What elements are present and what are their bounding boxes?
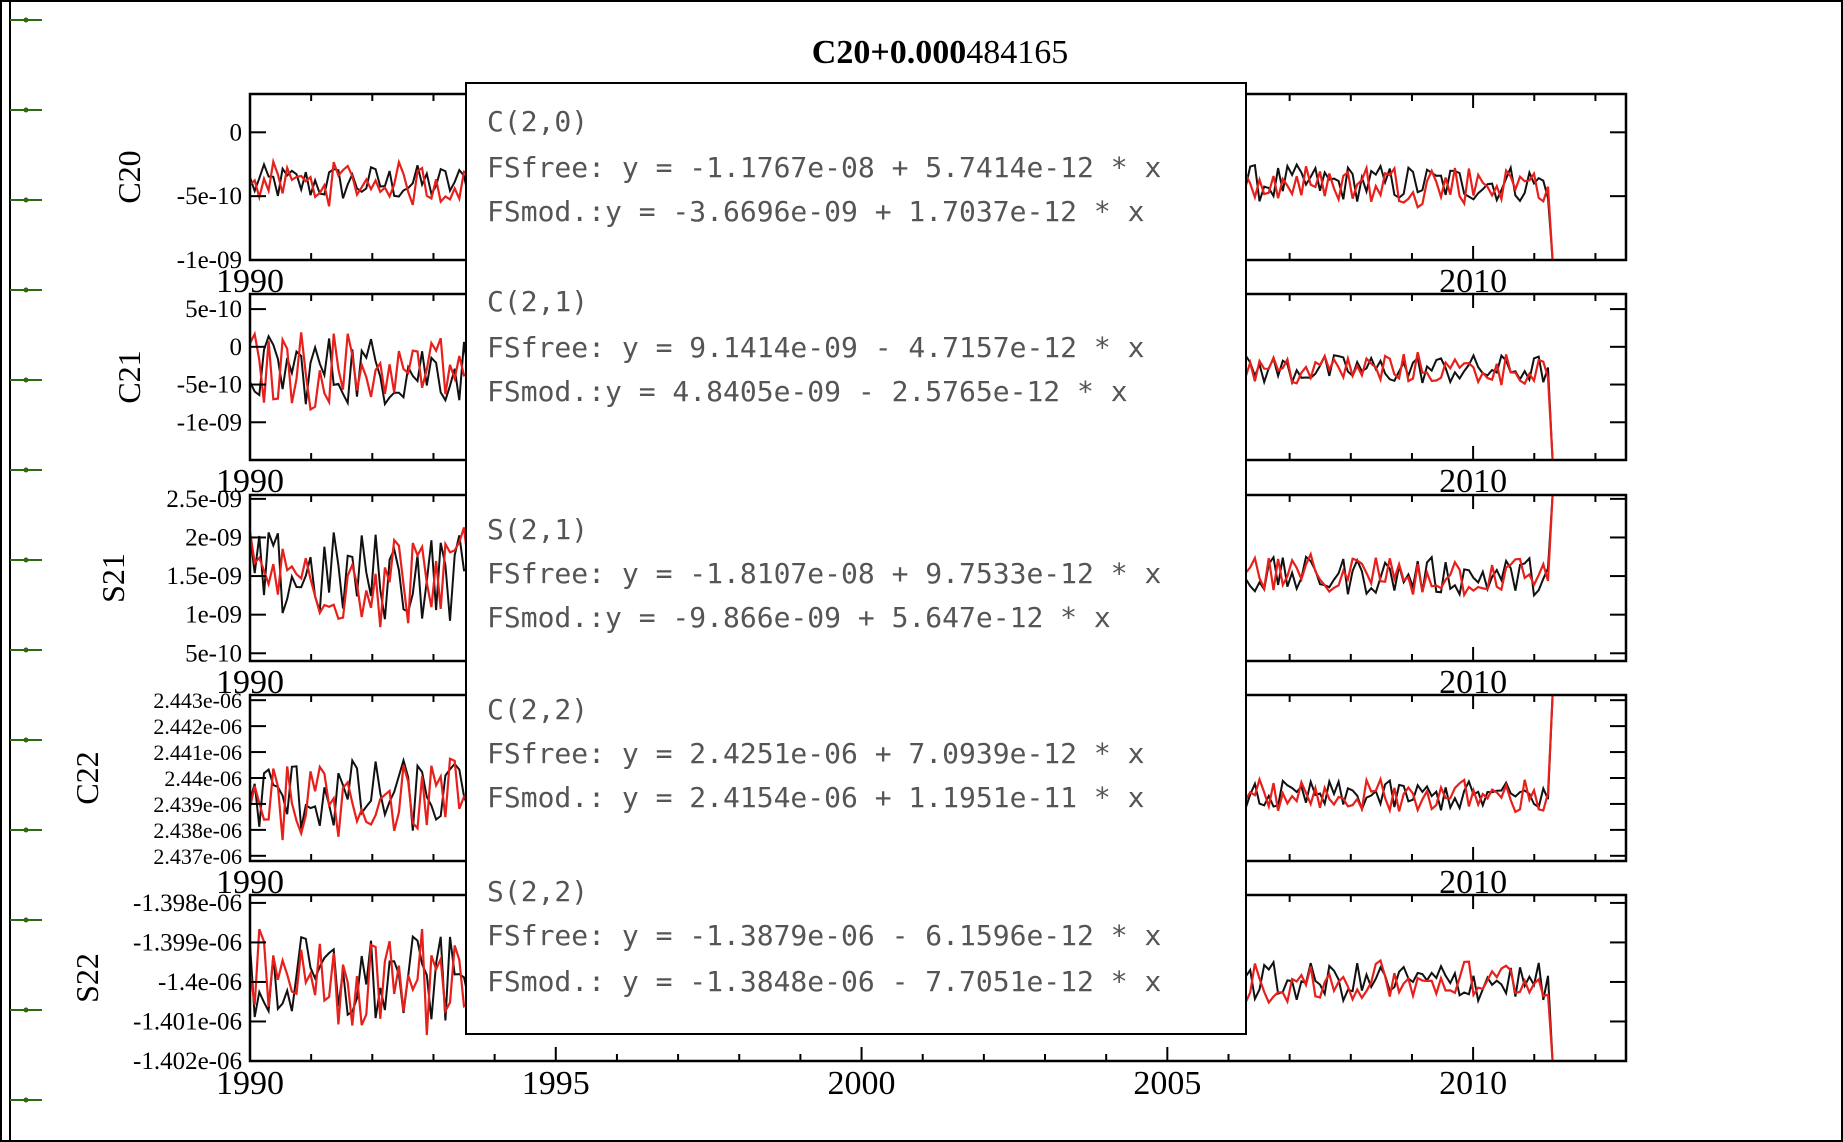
x-tick-label: 1995 (522, 1065, 590, 1102)
y-tick-label: 0 (230, 334, 243, 361)
y-tick-label: 1.5e-09 (166, 563, 242, 590)
y-tick-label: -1e-09 (177, 247, 242, 274)
legend-entry-c21-fsmod: FSmod.:y = 4.8405e-09 - 2.5765e-12 * x (487, 375, 1128, 408)
y-tick-label: -1.399e-06 (133, 929, 242, 956)
legend-entry-c21-name: C(2,1) (487, 285, 589, 318)
left-edge-tick-dot (23, 377, 29, 383)
x-tick-label: 2005 (1133, 1065, 1201, 1102)
left-edge-tick-dot (23, 827, 29, 833)
legend-entry-c22-fsfree: FSfree: y = 2.4251e-06 + 7.0939e-12 * x (487, 737, 1145, 770)
legend-entry-s22-fsfree: FSfree: y = -1.3879e-06 - 6.1596e-12 * x (487, 919, 1162, 952)
y-tick-label: 0 (230, 119, 243, 146)
y-tick-label: -1.402e-06 (133, 1048, 242, 1075)
x-tick-label: 2000 (828, 1065, 896, 1102)
legend-entry-c20-fsfree: FSfree: y = -1.1767e-08 + 5.7414e-12 * x (487, 151, 1162, 184)
left-edge-tick-dot (23, 557, 29, 563)
y-tick-label: -1.4e-06 (158, 969, 242, 996)
x-tick-label: 2010 (1439, 1065, 1507, 1102)
y-tick-label: 2.442e-06 (153, 714, 242, 739)
left-edge-ticks (10, 17, 42, 1103)
left-edge-tick-dot (23, 287, 29, 293)
y-tick-label: 2.443e-06 (153, 688, 242, 713)
legend-entry-c22-fsmod: FSmod.: y = 2.4154e-06 + 1.1951e-11 * x (487, 781, 1145, 814)
y-tick-label: 2.439e-06 (153, 792, 242, 817)
y-tick-label: -1.398e-06 (133, 890, 242, 917)
y-tick-label: -1.401e-06 (133, 1008, 242, 1035)
y-tick-label: 5e-10 (185, 640, 242, 667)
legend-entry-c22-name: C(2,2) (487, 693, 589, 726)
chart-title: C20+0.000484165 (812, 34, 1068, 71)
y-tick-label: -5e-10 (177, 183, 242, 210)
legend-entry-s21-fsmod: FSmod.:y = -9.866e-09 + 5.647e-12 * x (487, 601, 1111, 634)
y-tick-label: 2.441e-06 (153, 740, 242, 765)
legend-entry-s22-fsmod: FSmod.: y = -1.3848e-06 - 7.7051e-12 * x (487, 965, 1162, 998)
y-axis-label: C22 (69, 751, 105, 804)
y-tick-label: 1e-09 (185, 602, 242, 629)
legend-entry-s21-name: S(2,1) (487, 513, 589, 546)
legend-entry-c20-name: C(2,0) (487, 105, 589, 138)
left-edge-tick-dot (23, 647, 29, 653)
legend-entry-c21-fsfree: FSfree: y = 9.1414e-09 - 4.7157e-12 * x (487, 331, 1145, 364)
y-tick-label: 2.44e-06 (164, 766, 242, 791)
left-edge-tick-dot (23, 17, 29, 23)
legend-entry-c20-fsmod: FSmod.:y = -3.6696e-09 + 1.7037e-12 * x (487, 195, 1145, 228)
y-axis-label: C20 (111, 150, 147, 203)
y-tick-label: 2e-09 (185, 524, 242, 551)
left-edge-tick-dot (23, 1007, 29, 1013)
panel-s22: -1.398e-06 -1.399e-06 -1.4e-06 -1.401e-06 -1… (69, 890, 1628, 1102)
y-tick-label: 5e-10 (185, 296, 242, 323)
left-edge-tick-dot (23, 737, 29, 743)
y-axis-label: C21 (111, 350, 147, 403)
y-tick-label: 2.5e-09 (166, 486, 242, 513)
y-axis-label: S21 (95, 553, 131, 603)
left-edge-tick-dot (23, 467, 29, 473)
left-edge-tick-dot (23, 107, 29, 113)
left-edge-tick-dot (23, 917, 29, 923)
legend-entry-s22-name: S(2,2) (487, 875, 589, 908)
legend-entry-s21-fsfree: FSfree: y = -1.8107e-08 + 9.7533e-12 * x (487, 557, 1162, 590)
x-tick-label: 1990 (216, 1065, 284, 1102)
y-tick-label: 2.438e-06 (153, 818, 242, 843)
y-tick-label: -1e-09 (177, 409, 242, 436)
left-edge-tick-dot (23, 197, 29, 203)
legend-box: C(2,0) FSfree: y = -1.1767e-08 + 5.7414e… (465, 82, 1247, 1035)
y-tick-label: 2.437e-06 (153, 844, 242, 869)
y-tick-label: -5e-10 (177, 372, 242, 399)
left-edge-tick-dot (23, 1097, 29, 1103)
y-axis-label: S22 (69, 953, 105, 1003)
